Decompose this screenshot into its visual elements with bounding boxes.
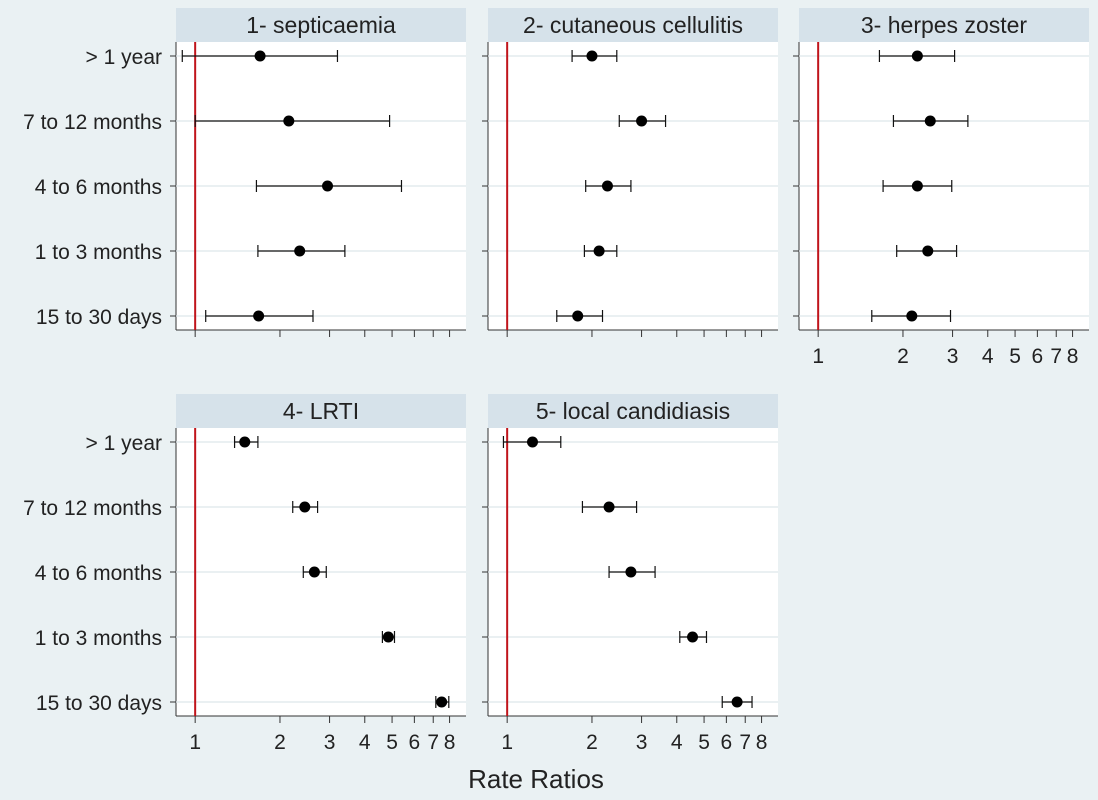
panel-title: 3- herpes zoster — [861, 12, 1028, 38]
x-tick-label: 3 — [324, 731, 336, 754]
x-tick-label: 8 — [1067, 345, 1079, 368]
y-tick-label: 1 to 3 months — [35, 627, 162, 650]
point-estimate — [526, 436, 538, 448]
panel-header — [799, 8, 1089, 42]
point-estimate — [322, 180, 334, 192]
x-tick-label: 7 — [427, 731, 439, 754]
panel-header — [176, 8, 466, 42]
point-estimate — [731, 696, 743, 708]
point-estimate — [572, 310, 584, 322]
x-tick-label: 8 — [756, 731, 768, 754]
point-estimate — [308, 566, 320, 578]
panel-4: 4- LRTI > 1 year 7 to 12 months 4 to 6 mont… — [23, 394, 466, 754]
x-tick-label: 5 — [698, 731, 710, 754]
point-estimate — [687, 631, 699, 643]
point-estimate — [906, 310, 918, 322]
panel-header — [488, 8, 778, 42]
x-tick-label: 4 — [359, 731, 371, 754]
y-tick-label: 7 to 12 months — [23, 497, 162, 520]
x-tick-label: 1 — [189, 731, 201, 754]
x-tick-label: 5 — [1009, 345, 1021, 368]
panel-title: 2- cutaneous cellulitis — [523, 12, 743, 38]
panel-header — [176, 394, 466, 428]
x-tick-label: 4 — [671, 731, 683, 754]
panel-title: 5- local candidiasis — [536, 398, 730, 424]
point-estimate — [625, 566, 637, 578]
point-estimate — [382, 631, 394, 643]
x-tick-label: 3 — [636, 731, 648, 754]
x-tick-label: 2 — [274, 731, 286, 754]
point-estimate — [603, 501, 615, 513]
x-tick-label: 6 — [1032, 345, 1044, 368]
x-tick-label: 1 — [812, 345, 824, 368]
x-axis-title: Rate Ratios — [468, 764, 604, 794]
point-estimate — [601, 180, 613, 192]
x-tick-label: 7 — [1050, 345, 1062, 368]
point-estimate — [911, 180, 923, 192]
point-estimate — [593, 245, 605, 257]
point-estimate — [636, 115, 648, 127]
y-tick-label: 1 to 3 months — [35, 241, 162, 264]
point-estimate — [239, 436, 251, 448]
y-tick-label: > 1 year — [86, 46, 162, 69]
y-tick-label: 15 to 30 days — [36, 306, 162, 329]
panel-1: 1- septicaemia > 1 year 7 to 12 months 4 to… — [23, 8, 466, 337]
x-tick-label: 7 — [739, 731, 751, 754]
point-estimate — [254, 50, 266, 62]
panel-title: 1- septicaemia — [246, 12, 396, 38]
x-tick-label: 5 — [386, 731, 398, 754]
x-tick-label: 1 — [501, 731, 513, 754]
x-tick-label: 2 — [586, 731, 598, 754]
x-tick-label: 2 — [897, 345, 909, 368]
panel-3: 3- herpes zoster 1 2 3 4 5 6 7 8 — [793, 8, 1089, 368]
point-estimate — [924, 115, 936, 127]
panel-2: 2- cutaneous cellulitis — [482, 8, 778, 337]
y-tick-label: 15 to 30 days — [36, 692, 162, 715]
point-estimate — [253, 310, 265, 322]
point-estimate — [299, 501, 311, 513]
point-estimate — [436, 696, 448, 708]
panel-header — [488, 394, 778, 428]
x-tick-label: 3 — [947, 345, 959, 368]
x-tick-label: 8 — [444, 731, 456, 754]
panel-5: 5- local candidiasis 1 2 3 4 5 6 7 8 — [482, 394, 778, 754]
point-estimate — [294, 245, 306, 257]
point-estimate — [911, 50, 923, 62]
y-tick-label: 4 to 6 months — [35, 176, 162, 199]
y-tick-label: 4 to 6 months — [35, 562, 162, 585]
y-tick-label: 7 to 12 months — [23, 111, 162, 134]
x-tick-label: 6 — [409, 731, 421, 754]
point-estimate — [586, 50, 598, 62]
x-tick-label: 6 — [721, 731, 733, 754]
point-estimate — [283, 115, 295, 127]
x-tick-label: 4 — [982, 345, 994, 368]
point-estimate — [922, 245, 934, 257]
panel-title: 4- LRTI — [283, 398, 359, 424]
y-tick-label: > 1 year — [86, 432, 162, 455]
